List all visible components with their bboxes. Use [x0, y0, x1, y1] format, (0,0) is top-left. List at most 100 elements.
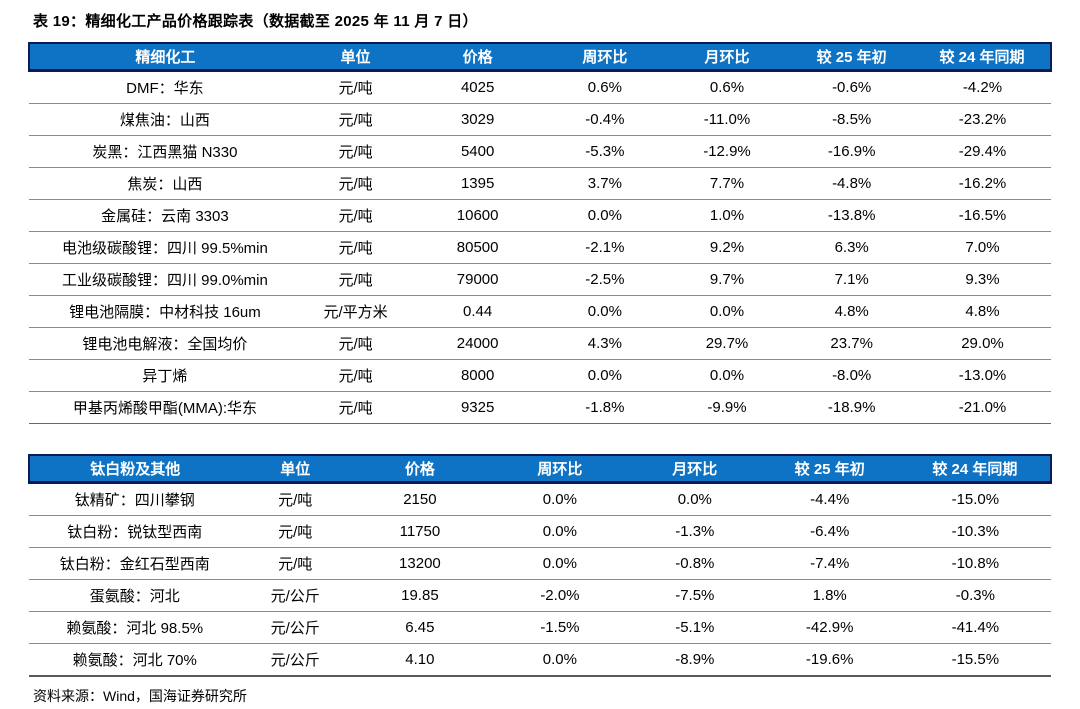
table-cell: 钛白粉：锐钛型西南 — [29, 515, 241, 548]
table-cell: 4.8% — [789, 295, 914, 328]
price-table-fine-chemicals: 精细化工 单位 价格 周环比 月环比较 25 年初较 24 年同期 DMF：华东 元/吨 4… — [28, 42, 1052, 424]
header-cell: 周环比 — [489, 454, 630, 484]
table-cell: 0.6% — [545, 70, 665, 104]
table-row: 焦炭：山西 元/吨 1395 3.7% 7.7% -4.8% -16.2% — [29, 167, 1051, 200]
table-cell: 元/吨 — [300, 263, 411, 296]
table-cell: 0.0% — [545, 199, 665, 232]
table-cell: 3.7% — [545, 167, 665, 200]
table-cell: 0.0% — [489, 643, 630, 677]
table-cell: 元/吨 — [300, 70, 411, 104]
table-cell: 4.10 — [349, 643, 490, 677]
table-cell: 10600 — [410, 199, 546, 232]
table-cell: 0.0% — [629, 482, 760, 516]
table-row: 金属硅：云南 3303 元/吨 10600 0.0% 1.0% -13.8% -16.5% — [29, 199, 1051, 232]
table-cell: 7.1% — [789, 263, 914, 296]
table-cell: 24000 — [410, 327, 546, 360]
table-row: 炭黑：江西黑猫 N330 元/吨 5400 -5.3% -12.9% -16.9% -29.… — [29, 135, 1051, 168]
table-cell: -2.5% — [545, 263, 665, 296]
table-row: 甲基丙烯酸甲酯(MMA):华东 元/吨 9325 -1.8% -9.9% -18.9% -2… — [29, 391, 1051, 424]
table-cell: 元/吨 — [300, 359, 411, 392]
table-cell: -8.9% — [629, 643, 760, 677]
table-cell: 元/吨 — [240, 547, 350, 580]
table-cell: -42.9% — [759, 611, 900, 644]
table-cell: -7.4% — [759, 547, 900, 580]
table-cell: -19.6% — [759, 643, 900, 677]
table-header-row: 钛白粉及其他 单位 价格 周环比 月环比较 25 年初较 24 年同期 — [28, 454, 1053, 484]
table-cell: -0.4% — [545, 103, 665, 136]
table-cell: 0.0% — [664, 359, 790, 392]
table-cell: -10.3% — [899, 515, 1051, 548]
table-cell: -8.5% — [789, 103, 914, 136]
table-cell: 5400 — [410, 135, 546, 168]
table-cell: 4.3% — [545, 327, 665, 360]
table-cell: 3029 — [410, 103, 546, 136]
table-cell: 钛精矿：四川攀钢 — [29, 482, 241, 516]
table-cell: 0.0% — [489, 482, 630, 516]
table-cell: 4025 — [410, 70, 546, 104]
table-cell: 赖氨酸：河北 98.5% — [29, 611, 241, 644]
table-cell: 1.0% — [664, 199, 790, 232]
table-cell: -5.3% — [545, 135, 665, 168]
table-cell: 金属硅：云南 3303 — [29, 199, 301, 232]
table-cell: 锂电池隔膜：中材科技 16um — [29, 295, 301, 328]
header-cell: 月环比 — [664, 42, 790, 72]
table-cell: 0.0% — [545, 295, 665, 328]
table-cell: 元/吨 — [300, 327, 411, 360]
table-cell: -13.8% — [789, 199, 914, 232]
table-cell: 8000 — [410, 359, 546, 392]
table-cell: 元/吨 — [300, 135, 411, 168]
table-cell: 0.0% — [545, 359, 665, 392]
table-cell: -41.4% — [899, 611, 1051, 644]
table-row: 钛白粉：锐钛型西南 元/吨 11750 0.0% -1.3% -6.4% -10.3% — [29, 515, 1051, 548]
table-cell: -0.3% — [899, 579, 1051, 612]
table-cell: -23.2% — [914, 103, 1051, 136]
table-cell: 80500 — [410, 231, 546, 264]
table-cell: -13.0% — [914, 359, 1051, 392]
table-cell: 1395 — [410, 167, 546, 200]
table-row: 异丁烯 元/吨 8000 0.0% 0.0% -8.0% -13.0% — [29, 359, 1051, 392]
table-row: DMF：华东 元/吨 4025 0.6% 0.6% -0.6% -4.2% — [29, 70, 1051, 104]
table-cell: -16.9% — [789, 135, 914, 168]
table-cell: 元/吨 — [240, 482, 350, 516]
table-cell: -8.0% — [789, 359, 914, 392]
table-cell: 13200 — [349, 547, 490, 580]
table-cell: 9.2% — [664, 231, 790, 264]
table-row: 锂电池隔膜：中材科技 16um 元/平方米 0.44 0.0% 0.0% 4.8% 4.8% — [29, 295, 1051, 328]
table-cell: -10.8% — [899, 547, 1051, 580]
table-cell: -0.8% — [629, 547, 760, 580]
table-cell: -1.8% — [545, 391, 665, 424]
header-cell: 较 24 年同期 — [914, 42, 1052, 72]
table-cell: -1.5% — [489, 611, 630, 644]
table-cell: 元/吨 — [300, 103, 411, 136]
header-cell: 单位 — [240, 454, 350, 484]
table-cell: 煤焦油：山西 — [29, 103, 301, 136]
page-title: 表 19：精细化工产品价格跟踪表（数据截至 2025 年 11 月 7 日） — [33, 13, 478, 30]
table-cell: 甲基丙烯酸甲酯(MMA):华东 — [29, 391, 301, 424]
table-row: 工业级碳酸锂：四川 99.0%min 元/吨 79000 -2.5% 9.7% 7.1% 9… — [29, 263, 1051, 296]
table-cell: 焦炭：山西 — [29, 167, 301, 200]
table-cell: 元/吨 — [300, 167, 411, 200]
table-cell: 0.6% — [664, 70, 790, 104]
table-row: 赖氨酸：河北 70% 元/公斤 4.10 0.0% -8.9% -19.6% -15.5% — [29, 643, 1051, 677]
table-cell: -2.1% — [545, 231, 665, 264]
table-cell: 0.0% — [664, 295, 790, 328]
table-cell: 蛋氨酸：河北 — [29, 579, 241, 612]
table-cell: -6.4% — [759, 515, 900, 548]
table-cell: -7.5% — [629, 579, 760, 612]
table-cell: -9.9% — [664, 391, 790, 424]
table-cell: 6.45 — [349, 611, 490, 644]
table-cell: 29.0% — [914, 327, 1051, 360]
table-cell: 元/吨 — [300, 199, 411, 232]
header-cell: 较 25 年初 — [759, 454, 900, 484]
price-table-titanium-and-others: 钛白粉及其他 单位 价格 周环比 月环比较 25 年初较 24 年同期 钛精矿：四川攀钢… — [28, 454, 1053, 677]
table-cell: 0.0% — [489, 515, 630, 548]
table-cell: 钛白粉：金红石型西南 — [29, 547, 241, 580]
table-cell: -29.4% — [914, 135, 1051, 168]
table-cell: 元/平方米 — [300, 295, 411, 328]
table-cell: 19.85 — [349, 579, 490, 612]
table-cell: -15.0% — [899, 482, 1051, 516]
table-cell: 9.7% — [664, 263, 790, 296]
table-cell: -4.8% — [789, 167, 914, 200]
table-cell: 2150 — [349, 482, 490, 516]
table-cell: -16.5% — [914, 199, 1051, 232]
